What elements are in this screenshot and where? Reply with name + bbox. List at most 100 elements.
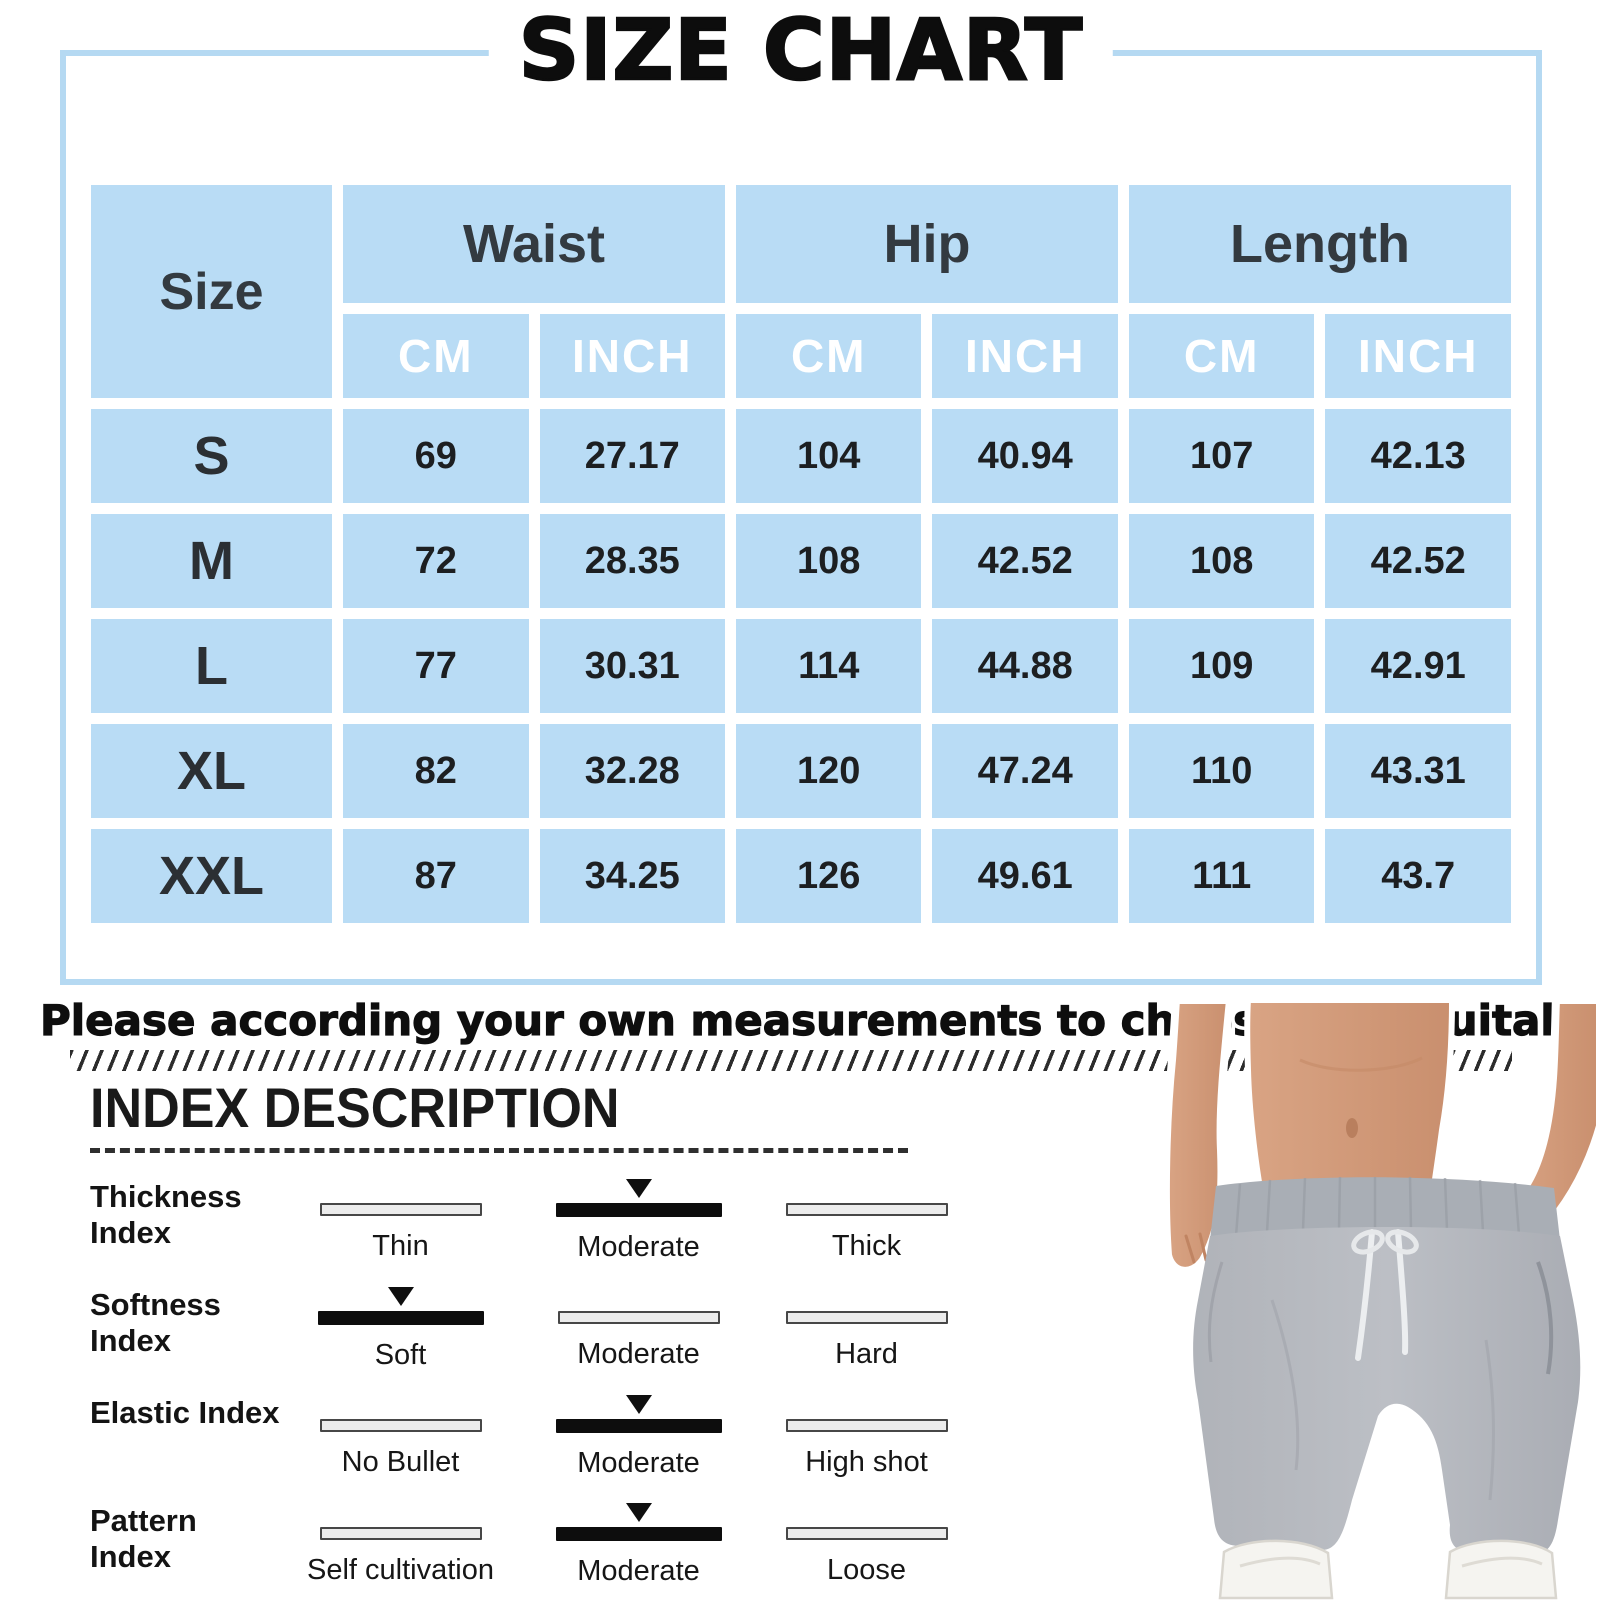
- value-cell: 104: [735, 409, 922, 503]
- index-option-label: High shot: [805, 1446, 928, 1478]
- value-cell: 120: [735, 724, 922, 818]
- size-cell: XL: [91, 724, 333, 818]
- table-header-units: CM INCH CM INCH CM INCH: [91, 314, 1511, 398]
- size-cell: XXL: [91, 829, 333, 923]
- value-cell: 42.52: [1325, 514, 1511, 608]
- index-bar: [785, 1311, 948, 1324]
- index-option-label: No Bullet: [341, 1446, 460, 1478]
- selected-marker-icon: [387, 1287, 414, 1306]
- value-cell: 47.24: [932, 724, 1118, 818]
- index-option: No Bullet: [318, 1385, 483, 1479]
- index-bar: [319, 1527, 482, 1540]
- index-description-heading: INDEX DESCRIPTION: [90, 1076, 620, 1139]
- index-option: High shot: [784, 1385, 949, 1479]
- value-cell: 42.91: [1325, 619, 1511, 713]
- index-option-label: Thin: [372, 1230, 429, 1262]
- page-title: SIZE CHART: [488, 0, 1114, 100]
- value-cell: 107: [1128, 409, 1315, 503]
- value-cell: 28.35: [539, 514, 725, 608]
- value-cell: 30.31: [539, 619, 725, 713]
- unit-header-hip-cm: CM: [735, 314, 922, 398]
- index-row-thickness: Thickness Index Thin Moderate Thick: [90, 1169, 1100, 1277]
- index-bar: [785, 1527, 948, 1540]
- index-row-label: Elastic Index: [90, 1395, 280, 1430]
- value-cell: 87: [343, 829, 529, 923]
- table-row: M 72 28.35 108 42.52 108 42.52: [91, 514, 1511, 608]
- value-cell: 111: [1128, 829, 1315, 923]
- shoe-right: [1444, 1539, 1558, 1600]
- size-chart-frame: SIZE CHART Size Waist Hip Length CM INCH: [60, 0, 1542, 985]
- value-cell: 34.25: [539, 829, 725, 923]
- index-row-label: Thickness Index: [90, 1179, 242, 1250]
- column-group-hip: Hip: [735, 185, 1118, 303]
- column-group-waist: Waist: [343, 185, 725, 303]
- hatch-divider: [70, 1050, 1248, 1071]
- shoe-left: [1218, 1539, 1334, 1600]
- index-row-label: Pattern Index: [90, 1503, 197, 1574]
- index-bar: [317, 1311, 484, 1325]
- table-row: XXL 87 34.25 126 49.61 111 43.7: [91, 829, 1511, 923]
- value-cell: 42.13: [1325, 409, 1511, 503]
- index-option: Self cultivation: [307, 1493, 494, 1587]
- value-cell: 77: [343, 619, 529, 713]
- index-option-label: Loose: [826, 1554, 906, 1586]
- index-description-section: INDEX DESCRIPTION Thickness Index Thin M…: [90, 1080, 1100, 1600]
- index-rows: Thickness Index Thin Moderate Thick: [90, 1169, 1100, 1600]
- index-option: Thin: [318, 1169, 483, 1263]
- size-table: Size Waist Hip Length CM INCH CM INCH CM…: [80, 174, 1522, 934]
- value-cell: 27.17: [539, 409, 725, 503]
- unit-header-hip-inch: INCH: [932, 314, 1118, 398]
- value-cell: 49.61: [932, 829, 1118, 923]
- unit-header-waist-cm: CM: [343, 314, 529, 398]
- index-bar: [555, 1419, 722, 1433]
- table-row: S 69 27.17 104 40.94 107 42.13: [91, 409, 1511, 503]
- index-option: Moderate: [555, 1493, 722, 1588]
- selected-marker-icon: [625, 1179, 652, 1198]
- value-cell: 42.52: [932, 514, 1118, 608]
- index-bar: [555, 1203, 722, 1217]
- selected-marker-icon: [625, 1503, 652, 1522]
- value-cell: 114: [735, 619, 922, 713]
- index-option-label: Moderate: [577, 1231, 700, 1263]
- index-option: Moderate: [555, 1169, 722, 1264]
- model-arm-left: [1161, 1000, 1235, 1275]
- column-header-size: Size: [91, 185, 333, 398]
- index-option: Thick: [784, 1169, 949, 1263]
- index-bar: [555, 1527, 722, 1541]
- table-row: XL 82 32.28 120 47.24 110 43.31: [91, 724, 1511, 818]
- size-cell: M: [91, 514, 333, 608]
- index-option: Soft: [317, 1277, 484, 1372]
- size-cell: S: [91, 409, 333, 503]
- index-bar: [319, 1203, 482, 1216]
- value-cell: 43.31: [1325, 724, 1511, 818]
- index-bar: [557, 1311, 720, 1324]
- value-cell: 82: [343, 724, 529, 818]
- dashed-divider: [90, 1148, 908, 1153]
- size-cell: L: [91, 619, 333, 713]
- index-option-label: Soft: [374, 1339, 427, 1371]
- index-option: Hard: [784, 1277, 949, 1371]
- index-option-label: Thick: [831, 1230, 902, 1262]
- model-torso: [1244, 1000, 1456, 1197]
- value-cell: 126: [735, 829, 922, 923]
- value-cell: 108: [735, 514, 922, 608]
- value-cell: 44.88: [932, 619, 1118, 713]
- index-row-elastic: Elastic Index No Bullet Moderate High sh…: [90, 1385, 1100, 1493]
- value-cell: 108: [1128, 514, 1315, 608]
- index-option-label: Moderate: [577, 1447, 700, 1479]
- index-bar: [785, 1419, 948, 1432]
- unit-header-length-cm: CM: [1128, 314, 1315, 398]
- index-option: Loose: [784, 1493, 949, 1587]
- value-cell: 40.94: [932, 409, 1118, 503]
- unit-header-length-inch: INCH: [1325, 314, 1511, 398]
- pants-body: [1193, 1227, 1581, 1554]
- table-header-groups: Size Waist Hip Length: [91, 185, 1511, 398]
- hatch-divider: [1452, 1050, 1512, 1071]
- index-bar: [319, 1419, 482, 1432]
- value-cell: 72: [343, 514, 529, 608]
- value-cell: 110: [1128, 724, 1315, 818]
- index-option-label: Moderate: [577, 1555, 700, 1587]
- index-row-label: Softness Index: [90, 1287, 221, 1358]
- value-cell: 109: [1128, 619, 1315, 713]
